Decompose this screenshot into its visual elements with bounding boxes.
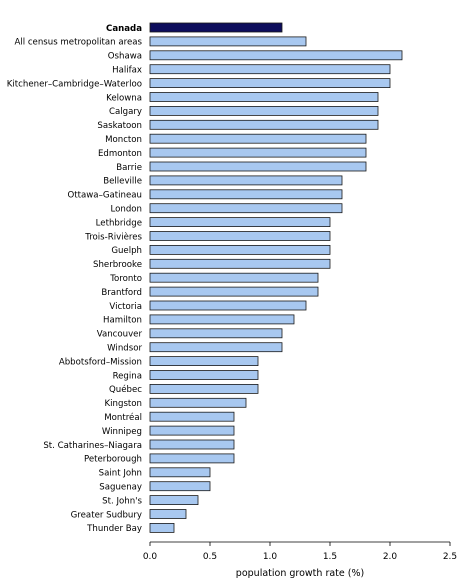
category-label-guelph: Guelph xyxy=(111,246,142,256)
bar-moncton xyxy=(149,133,367,144)
x-axis: 0.0 0.5 1.0 1.5 2.0 2.5 xyxy=(143,541,457,562)
bar-kitchener-cambridge-waterloo xyxy=(149,78,391,88)
category-label-trois-rivieres: Trois-Rivières xyxy=(84,231,142,242)
bar-toronto xyxy=(149,272,319,283)
bar-kelowna xyxy=(149,92,379,102)
bar-barrie xyxy=(149,161,367,172)
category-label-thunder-bay: Thunder Bay xyxy=(86,524,142,534)
bar-kingston xyxy=(149,397,247,408)
category-label-moncton: Moncton xyxy=(105,135,142,145)
category-label-greater-sudbury: Greater Sudbury xyxy=(71,510,142,520)
x-tick-label: 1.0 xyxy=(263,552,278,562)
bar-calgary xyxy=(149,106,379,116)
bar-london xyxy=(149,203,343,214)
bar-vancouver xyxy=(149,328,283,339)
category-label-windsor: Windsor xyxy=(107,344,142,354)
category-label-abbotsford-mission: Abbotsford–Mission xyxy=(59,357,142,367)
bar-edmonton xyxy=(149,147,367,158)
x-tick-label: 2.0 xyxy=(383,552,398,562)
bar-greater-sudbury xyxy=(149,509,187,519)
category-label-st-catharines-niagara: St. Catharines–Niagara xyxy=(43,441,142,451)
category-label-london: London xyxy=(110,205,142,215)
category-label-edmonton: Edmonton xyxy=(98,149,142,159)
category-label-oshawa: Oshawa xyxy=(108,52,142,62)
category-label-sherbrooke: Sherbrooke xyxy=(93,260,142,270)
x-tick-label: 2.5 xyxy=(443,552,457,562)
bar-peterborough xyxy=(149,453,235,464)
category-label-barrie: Barrie xyxy=(116,163,142,173)
category-label-toronto: Toronto xyxy=(109,274,142,284)
category-label-ottawa-gatineau: Ottawa–Gatineau xyxy=(68,191,143,201)
bar-saskatoon xyxy=(149,119,379,130)
bar-montreal xyxy=(149,411,235,422)
category-label-winnipeg: Winnipeg xyxy=(102,427,142,437)
bar-all-census-metropolitan-areas xyxy=(149,36,307,47)
category-label-quebec: Québec xyxy=(109,384,142,395)
category-label-st-john-s: St. John's xyxy=(102,496,142,506)
category-label-saskatoon: Saskatoon xyxy=(97,121,142,131)
x-tick-label: 0.0 xyxy=(143,552,158,562)
bar-canada xyxy=(149,22,283,33)
bars-group xyxy=(149,22,403,533)
category-label-lethbridge: Lethbridge xyxy=(96,218,142,228)
bar-ottawa-gatineau xyxy=(149,189,343,200)
category-label-kitchener-cambridge-waterloo: Kitchener–Cambridge–Waterloo xyxy=(7,79,142,89)
bar-abbotsford-mission xyxy=(149,356,259,367)
bar-guelph xyxy=(149,244,331,255)
category-label-brantford: Brantford xyxy=(101,288,142,298)
category-label-regina: Regina xyxy=(113,371,142,381)
category-label-saguenay: Saguenay xyxy=(99,483,142,493)
category-label-kelowna: Kelowna xyxy=(106,93,142,103)
category-label-all-census-metropolitan-areas: All census metropolitan areas xyxy=(14,38,142,48)
category-label-hamilton: Hamilton xyxy=(103,316,142,326)
category-label-montreal: Montréal xyxy=(104,412,142,423)
bar-thunder-bay xyxy=(149,523,175,533)
category-label-peterborough: Peterborough xyxy=(84,455,142,465)
bar-saint-john xyxy=(149,467,211,478)
bar-saguenay xyxy=(149,481,211,492)
category-label-kingston: Kingston xyxy=(105,399,142,409)
bar-brantford xyxy=(149,286,319,297)
bar-quebec xyxy=(149,383,259,394)
bar-hamilton xyxy=(149,314,295,325)
bar-lethbridge xyxy=(149,217,331,228)
category-label-saint-john: Saint John xyxy=(99,469,142,479)
bar-regina xyxy=(149,370,259,380)
x-tick-label: 1.5 xyxy=(323,552,337,562)
category-labels-group: Canada All census metropolitan areas Oshaw… xyxy=(7,24,143,534)
bar-sherbrooke xyxy=(149,258,331,269)
bar-windsor xyxy=(149,342,283,353)
bar-st-john-s xyxy=(149,495,199,506)
bar-winnipeg xyxy=(149,425,235,436)
category-label-vancouver: Vancouver xyxy=(97,330,143,340)
category-label-canada: Canada xyxy=(106,24,142,34)
bar-st-catharines-niagara xyxy=(149,439,235,450)
category-label-belleville: Belleville xyxy=(103,177,142,187)
category-label-halifax: Halifax xyxy=(112,66,142,76)
bar-belleville xyxy=(149,175,343,186)
bar-oshawa xyxy=(149,50,403,61)
x-axis-title: population growth rate (%) xyxy=(236,568,364,579)
bar-trois-rivieres xyxy=(149,231,331,241)
x-tick-label: 0.5 xyxy=(203,552,217,562)
bar-victoria xyxy=(149,300,307,311)
bar-halifax xyxy=(149,64,391,75)
category-label-calgary: Calgary xyxy=(109,107,142,117)
category-label-victoria: Victoria xyxy=(109,302,142,312)
